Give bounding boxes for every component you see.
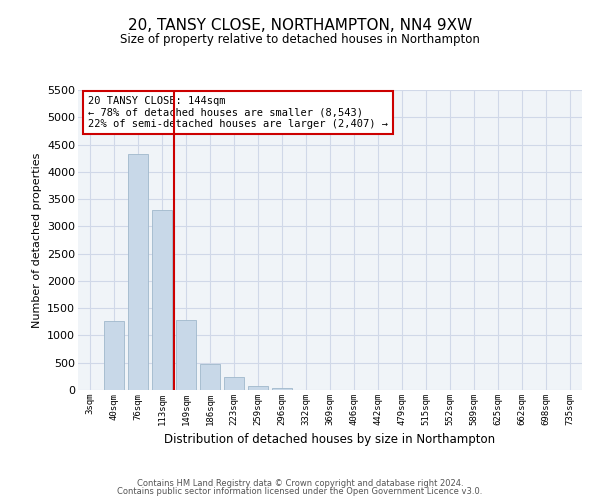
Text: 20, TANSY CLOSE, NORTHAMPTON, NN4 9XW: 20, TANSY CLOSE, NORTHAMPTON, NN4 9XW (128, 18, 472, 32)
Text: Contains public sector information licensed under the Open Government Licence v3: Contains public sector information licen… (118, 487, 482, 496)
Text: 20 TANSY CLOSE: 144sqm
← 78% of detached houses are smaller (8,543)
22% of semi-: 20 TANSY CLOSE: 144sqm ← 78% of detached… (88, 96, 388, 129)
Bar (224, 378, 244, 390)
Text: Contains HM Land Registry data © Crown copyright and database right 2024.: Contains HM Land Registry data © Crown c… (137, 478, 463, 488)
X-axis label: Distribution of detached houses by size in Northampton: Distribution of detached houses by size … (164, 434, 496, 446)
Bar (176, 320, 196, 390)
Bar (200, 364, 220, 390)
Text: Size of property relative to detached houses in Northampton: Size of property relative to detached ho… (120, 32, 480, 46)
Bar (104, 322, 124, 390)
Bar (152, 210, 172, 390)
Bar (248, 386, 268, 390)
Y-axis label: Number of detached properties: Number of detached properties (32, 152, 41, 328)
Bar (128, 154, 148, 390)
Bar (272, 388, 292, 390)
